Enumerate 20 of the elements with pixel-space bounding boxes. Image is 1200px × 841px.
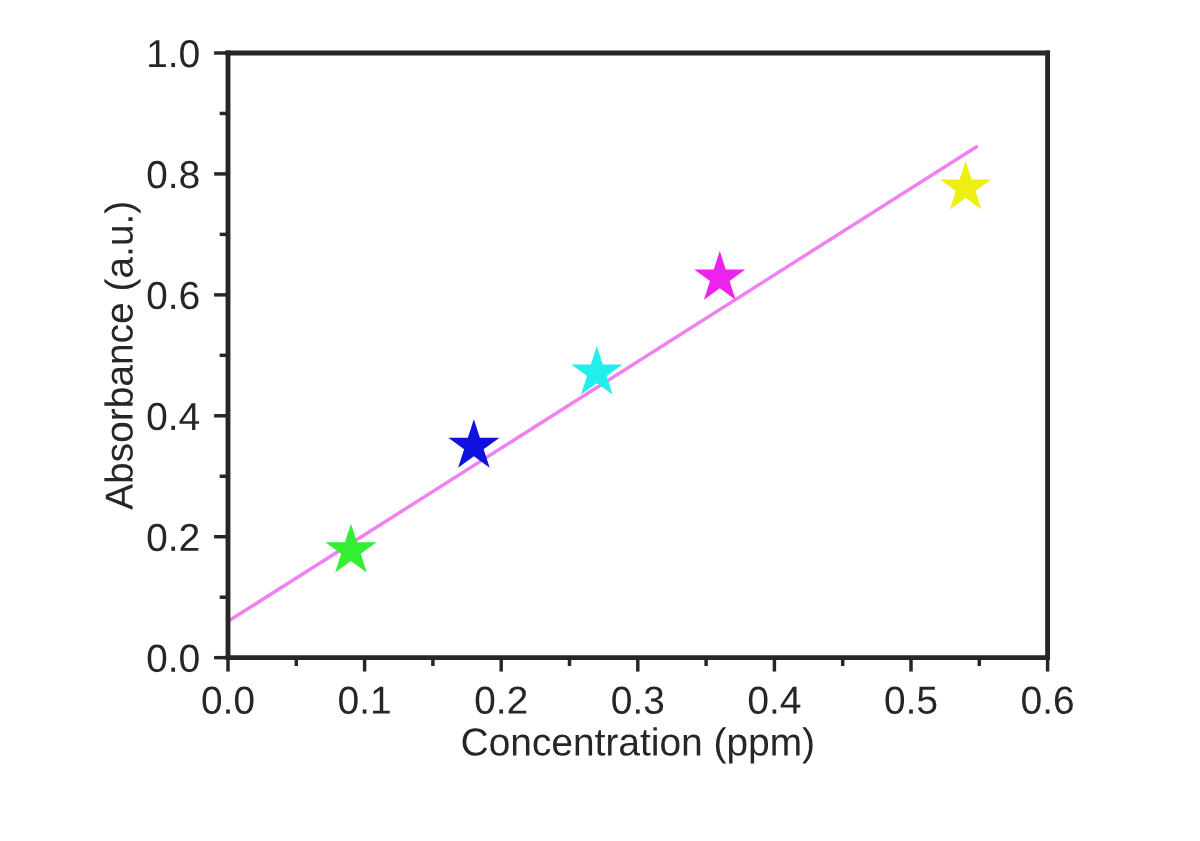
point bbox=[325, 523, 377, 573]
point bbox=[694, 251, 746, 300]
point bbox=[571, 345, 623, 395]
y-axis-title: Absorbance (a.u.) bbox=[104, 203, 141, 510]
x-tick-label: 0.1 bbox=[339, 686, 390, 714]
point bbox=[940, 160, 992, 210]
x-tick-label: 0.0 bbox=[202, 686, 254, 714]
y-tick-label: 0.0 bbox=[147, 644, 199, 673]
x-tick-label: 0.3 bbox=[612, 686, 664, 714]
x-tick-label: 0.4 bbox=[748, 686, 801, 714]
y-tick-label: 1.0 bbox=[149, 39, 199, 68]
x-tick-label: 0.2 bbox=[475, 686, 527, 714]
x-axis-title: Concentration (ppm) bbox=[462, 727, 813, 764]
y-tick-label: 0.4 bbox=[147, 402, 200, 431]
y-tick-label: 0.8 bbox=[147, 160, 199, 189]
y-tick-label: 0.2 bbox=[147, 523, 199, 552]
point bbox=[448, 419, 500, 468]
x-tick-label: 0.6 bbox=[1022, 686, 1073, 714]
y-tick-label: 0.6 bbox=[147, 281, 199, 310]
x-tick-label: 0.5 bbox=[885, 686, 937, 714]
